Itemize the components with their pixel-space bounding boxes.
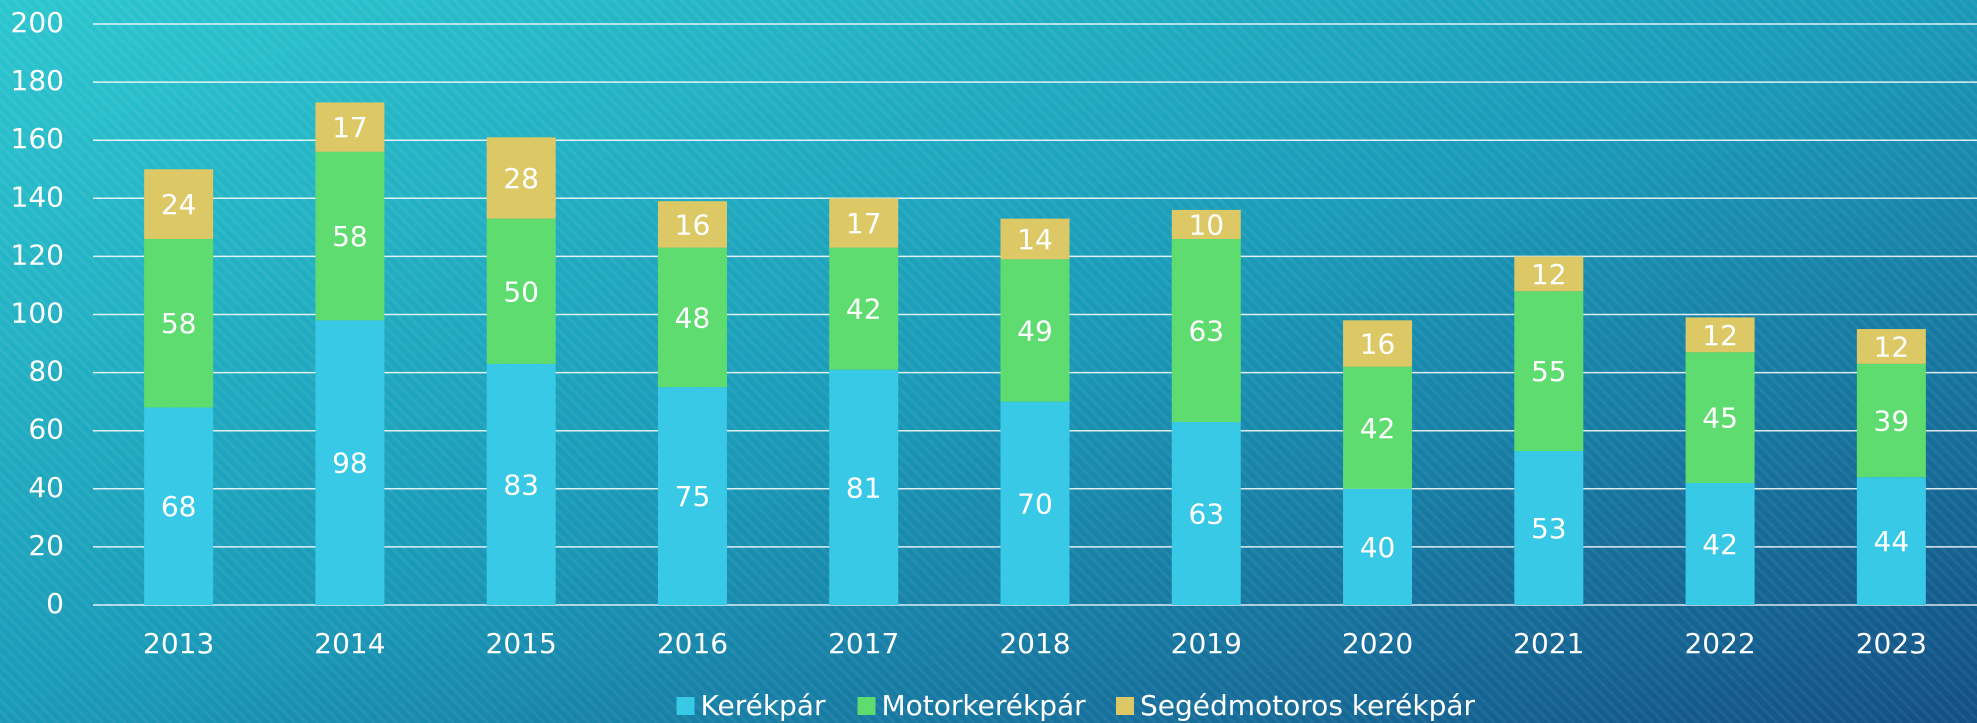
data-label: 24 [161,188,197,221]
x-tick-label: 2013 [143,627,214,660]
data-label: 81 [846,471,882,504]
bar-segment [1856,363,1926,478]
bar-segment [1343,488,1413,605]
bar-segment [657,201,727,248]
bar-segment [315,102,385,152]
bar-segment [829,198,899,248]
bar-segment [1343,366,1413,489]
bar-segment [1856,329,1926,364]
legend-swatch [1116,697,1134,715]
data-label: 10 [1188,208,1224,241]
y-tick-label: 0 [46,587,64,620]
bar-segment [1685,482,1755,605]
bar-segment [144,238,214,408]
bar-segment [144,407,214,605]
legend-swatch [857,697,876,715]
data-label: 45 [1702,402,1738,435]
bar-segment [1514,256,1584,292]
x-tick-label: 2019 [1171,627,1242,660]
data-label: 16 [675,208,711,241]
bar-segment [1171,238,1241,422]
data-label: 98 [332,447,368,480]
y-tick-label: 140 [11,180,64,213]
data-label: 63 [1188,497,1224,530]
data-label: 58 [161,307,197,340]
data-label: 12 [1874,330,1910,363]
data-label: 58 [332,220,368,253]
y-tick-label: 160 [11,122,64,155]
x-tick-label: 2022 [1684,627,1755,660]
data-label: 39 [1874,405,1910,438]
x-tick-label: 2014 [314,627,385,660]
data-label: 63 [1188,314,1224,347]
data-label: 14 [1017,223,1053,256]
x-tick-label: 2020 [1342,627,1413,660]
x-tick-label: 2023 [1856,627,1927,660]
data-label: 50 [503,275,539,308]
bar-segment [1171,421,1241,605]
y-tick-label: 180 [11,64,64,97]
bar-segment [657,387,727,605]
data-label: 42 [1702,528,1738,561]
x-tick-label: 2018 [999,627,1070,660]
bar-segment [486,137,556,219]
bar-segment [1685,352,1755,483]
bar-segment [657,247,727,388]
bar-segment [829,369,899,605]
data-label: 16 [1360,328,1396,361]
y-tick-label: 40 [28,471,64,504]
data-label: 49 [1017,314,1053,347]
bar-segment [1000,401,1070,605]
data-label: 48 [675,301,711,334]
data-label: 44 [1874,525,1910,558]
bar-segment [1856,477,1926,605]
y-tick-label: 60 [28,413,64,446]
data-label: 75 [675,480,711,513]
x-tick-label: 2021 [1513,627,1584,660]
bar-segment [486,218,556,364]
legend-swatch [676,697,695,715]
data-label: 40 [1360,531,1396,564]
data-label: 53 [1531,512,1567,545]
bar-segment [1514,291,1584,452]
y-tick-label: 80 [28,355,64,388]
data-label: 55 [1531,355,1567,388]
legend-label: Segédmotoros kerékpár [1140,689,1476,722]
legend-label: Kerékpár [701,689,826,722]
legend-label: Motorkerékpár [882,689,1087,722]
data-label: 12 [1531,258,1567,291]
bar-segment [1171,209,1241,239]
bar-segment [315,320,385,605]
y-tick-label: 100 [11,297,64,330]
x-tick-label: 2015 [486,627,557,660]
bar-segment [1685,317,1755,353]
y-tick-label: 20 [28,529,64,562]
data-label: 70 [1017,487,1053,520]
y-tick-label: 200 [11,6,64,39]
bar-segment [1514,451,1584,605]
x-tick-label: 2016 [657,627,728,660]
data-label: 28 [503,162,539,195]
bar-segment [144,169,214,239]
bar-segment [486,363,556,605]
data-label: 68 [161,490,197,523]
data-label: 17 [332,111,368,144]
bar-segment [1343,320,1413,367]
y-tick-label: 120 [11,238,64,271]
x-tick-label: 2017 [828,627,899,660]
data-label: 17 [846,207,882,240]
bar-segment [829,247,899,370]
bar-segment [315,151,385,321]
data-label: 12 [1702,319,1738,352]
bar-segment [1000,218,1070,260]
data-label: 83 [503,468,539,501]
data-label: 42 [846,293,882,326]
data-label: 42 [1360,412,1396,445]
bar-segment [1000,259,1070,402]
